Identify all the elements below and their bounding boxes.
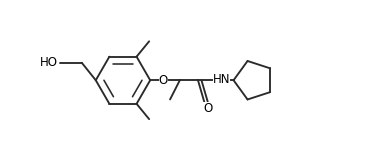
Text: HO: HO xyxy=(40,56,58,69)
Text: O: O xyxy=(203,102,212,115)
Text: HN: HN xyxy=(213,73,230,86)
Text: O: O xyxy=(159,74,168,87)
